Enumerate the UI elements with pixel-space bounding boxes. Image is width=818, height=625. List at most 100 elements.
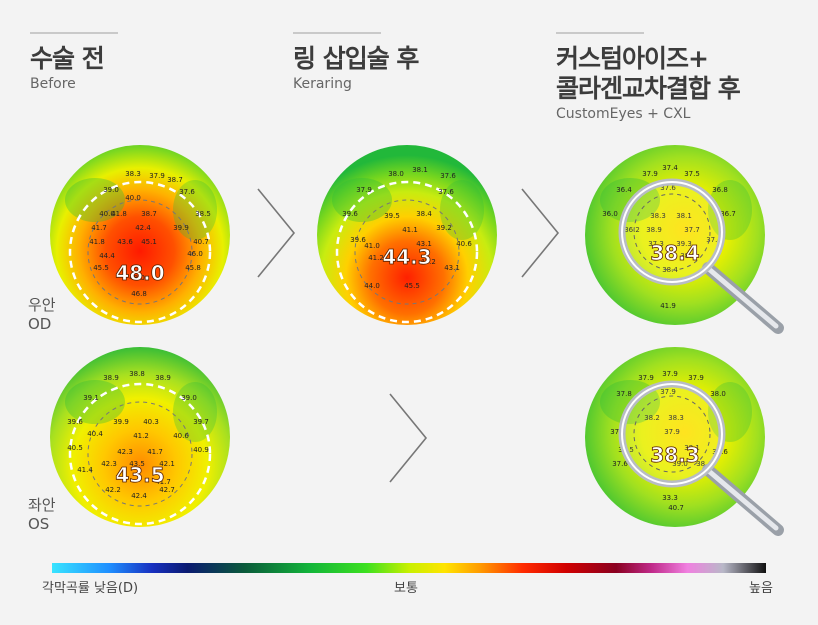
reading-value: 42.2	[105, 486, 121, 494]
reading-value: 37.9	[356, 186, 372, 194]
reading-value: 41.2	[133, 432, 149, 440]
eye-label-en: OD	[28, 315, 52, 333]
topography-map-keraring-od: 38.0 38.1 37.6 37.9 37.6 39.6 38.4 39.5 39.6 41.1…	[317, 145, 497, 325]
reading-value: 38.4	[416, 210, 432, 218]
inner-zone-ring	[354, 199, 460, 305]
reading-value: 41.7	[91, 224, 107, 232]
reading-value: 44.0	[364, 282, 380, 290]
column-subtitle: Keraring	[293, 76, 352, 92]
outer-zone-ring	[335, 180, 479, 324]
header-rule	[30, 32, 118, 34]
peak-value: 38.4	[650, 241, 699, 265]
reading-value: 37.6	[438, 188, 454, 196]
reading-value: 38.3	[650, 212, 666, 220]
eye-label-os: 좌안 OS	[28, 496, 56, 534]
reading-value: 42.7	[159, 486, 175, 494]
reading-value: 37.9	[660, 388, 676, 396]
reading-value: 39.2	[436, 224, 452, 232]
reading-value: 41.8	[89, 238, 105, 246]
reading-value: 38.1	[684, 444, 700, 452]
chevron-right-icon	[389, 393, 428, 483]
reading-value: 38.9	[646, 226, 662, 234]
reading-value: 46.8	[131, 290, 147, 298]
reading-value: 37.9	[662, 370, 678, 378]
reading-value: 36.7	[720, 210, 736, 218]
reading-value: 42.4	[135, 224, 151, 232]
eye-label-ko: 우안	[28, 296, 56, 314]
reading-value: 45.5	[93, 264, 109, 272]
reading-value: 45.1	[141, 238, 157, 246]
reading-value: 38.1	[676, 212, 692, 220]
reading-value: 38.2	[644, 414, 660, 422]
reading-value: 38.8	[680, 252, 696, 260]
reading-value: 42.3	[101, 460, 117, 468]
column-title: 수술 전	[30, 44, 105, 73]
reading-value: 41.0	[364, 242, 380, 250]
inner-zone-ring	[87, 199, 193, 305]
reading-value: 36.8	[712, 186, 728, 194]
reading-value: 37.8	[616, 390, 632, 398]
reading-value: 37.6	[440, 172, 456, 180]
topography-disc	[317, 145, 497, 325]
peak-value: 38.3	[650, 443, 699, 467]
reading-value: 37.3	[648, 240, 664, 248]
chevron-right-icon	[257, 188, 296, 278]
reading-value: 33.3	[662, 494, 678, 502]
reading-value: 45.8	[185, 264, 201, 272]
column-title: 링 삽입술 후	[293, 44, 419, 73]
reading-value: 38.5	[195, 210, 211, 218]
column-keraring: 링 삽입술 후 Keraring	[293, 32, 419, 93]
reading-value: 40.9	[193, 446, 209, 454]
reading-value: 37.6	[660, 184, 676, 192]
reading-value: 39.3	[676, 240, 692, 248]
reading-value: 38.4	[662, 266, 678, 274]
eye-label-od: 우안 OD	[28, 296, 56, 334]
reading-value: 38.3	[125, 170, 141, 178]
reading-value: 38.8	[129, 370, 145, 378]
peak-value: 44.3	[382, 245, 431, 269]
reading-value: 37.9	[664, 428, 680, 436]
chevron-right-icon	[521, 188, 560, 278]
reading-value: 44.4	[99, 252, 115, 260]
reading-value: 38.9	[103, 374, 119, 382]
reading-value: 37.5	[610, 428, 626, 436]
peak-value: 48.0	[115, 261, 164, 285]
column-cxl: 커스텀아이즈+ 콜라겐교차결합 후 CustomEyes + CXL	[556, 32, 741, 123]
column-subtitle: CustomEyes + CXL	[556, 106, 691, 122]
reading-value: 39.1	[83, 394, 99, 402]
reading-value: 38.9	[155, 374, 171, 382]
reading-value: 36.2	[624, 226, 640, 234]
reading-value: 40.4	[87, 430, 103, 438]
reading-value: 43.6	[117, 238, 133, 246]
scale-label-low: 각막곡률 낮음(D)	[42, 581, 139, 596]
reading-value: 37.9	[642, 170, 658, 178]
reading-value: 45.5	[404, 282, 420, 290]
reading-value: 39.6	[342, 210, 358, 218]
reading-value: 43.1	[416, 240, 432, 248]
column-title-line1: 커스텀아이즈+	[556, 44, 709, 73]
reading-value: 39.5	[384, 212, 400, 220]
reading-value: 39.6	[67, 418, 83, 426]
reading-value: 38.4	[696, 460, 712, 468]
column-before: 수술 전 Before	[30, 32, 118, 93]
reading-value: 37.9	[149, 172, 165, 180]
outer-zone-ring	[68, 382, 212, 526]
reading-value: 41.8	[111, 210, 127, 218]
topography-map-cxl-od: 37.9 37.4 37.5 36.4 37.6 36.8 36.0 38.3 38.1 36.7…	[585, 145, 784, 334]
reading-value: 38.0	[710, 390, 726, 398]
reading-value: 39.0	[181, 394, 197, 402]
reading-value: 38.7	[141, 210, 157, 218]
eye-label-en: OS	[28, 515, 50, 533]
reading-value: 42.1	[159, 460, 175, 468]
column-title-line2: 콜라겐교차결합 후	[556, 74, 741, 103]
reading-value: 38.7	[167, 176, 183, 184]
topography-map-before-os: 38.9 38.8 38.9 39.1 39.0 39.6 39.9 40.3 39.7 40.4…	[50, 347, 230, 527]
reading-value: 37.4	[662, 164, 678, 172]
reading-value: 37.6	[612, 460, 628, 468]
reading-value: 40.7	[193, 238, 209, 246]
reading-value: 41.2	[368, 254, 384, 262]
reading-value: 39.0	[672, 460, 688, 468]
reading-value: 41.1	[402, 226, 418, 234]
reading-value: 39.0	[103, 186, 119, 194]
reading-value: 40.3	[143, 418, 159, 426]
